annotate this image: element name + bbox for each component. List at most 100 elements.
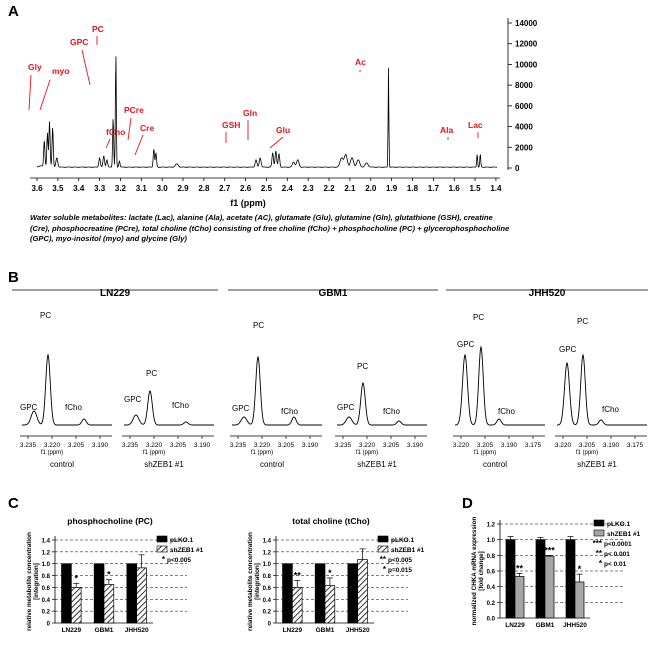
y-tick-label: 0	[47, 622, 51, 628]
spectrum-peak-label: fCho	[602, 405, 619, 414]
y-axis-label: normalized CHKA mRNA expression	[471, 516, 478, 625]
x-tick-label: 1.5	[469, 184, 481, 193]
spectrum-peak-label: fCho	[65, 403, 82, 412]
spectrum-peak-label: GPC	[559, 345, 577, 354]
spectrum-tick-label: 3.220	[146, 442, 163, 449]
spectrum-tick-label: 3.205	[579, 442, 596, 449]
spectrum-tick-label: 3.235	[230, 442, 247, 449]
spectrum-tick-label: 3.205	[278, 442, 295, 449]
peak-label: Lac	[468, 120, 483, 130]
spectrum-x-axis-label: f1 (ppm)	[230, 198, 266, 208]
y-tick-label: 1.4	[263, 539, 272, 545]
spectrum-axis-unit: f1 (ppm)	[356, 450, 378, 456]
y-tick-label: 0.2	[263, 610, 272, 616]
choline-spectrum-trace	[232, 355, 322, 426]
y-tick-label: 1.2	[42, 550, 51, 556]
spectrum-peak-label: GPC	[457, 340, 475, 349]
panel-letter-a: A	[8, 3, 19, 20]
legend-note-star: ***	[593, 539, 603, 548]
x-tick-label: 2.6	[240, 184, 252, 193]
nmr-spectrum-panel: 3.6 3.5 3.4 3.3 3.2 3.1 3.0 2.9 2.8 2.7 2.6 2.5 2.4 2…	[28, 18, 538, 208]
spectrum-tick-label: 3.190	[302, 442, 319, 449]
spectrum-tick-label: 3.190	[194, 442, 211, 449]
x-tick-label: 2.8	[198, 184, 210, 193]
x-tick-label: 2.7	[219, 184, 231, 193]
y-axis-label: relative metabolite concentration	[247, 532, 254, 631]
peak-label: myo	[52, 66, 69, 76]
spectrum-tick-label: 3.220	[555, 442, 572, 449]
significance-marker: ***	[544, 545, 555, 555]
x-tick-label: 1.6	[449, 184, 461, 193]
spectrum-peak-label: PC	[253, 321, 264, 330]
cell-line-title: LN229	[100, 288, 130, 299]
peak-label: GSH	[222, 120, 240, 130]
legend-swatch	[593, 519, 605, 527]
x-tick-label: 3.0	[157, 184, 169, 193]
x-tick-label: 1.7	[428, 184, 440, 193]
y-tick-label: 0.2	[487, 601, 496, 607]
spectrum-tick-label: 3.235	[122, 442, 139, 449]
spectrum-tick-label: 3.220	[44, 442, 61, 449]
y-axis-label: relative metabolite concentration	[26, 532, 33, 631]
bar-knockdown	[103, 584, 115, 624]
y-tick-label: 0.8	[42, 574, 51, 580]
spectrum-peak-label: fCho	[281, 407, 298, 416]
y-tick-label: 0	[268, 622, 272, 628]
bar-chart-tcho: total choline (tCho) 0 0.2 0.4 0.6 0.8 1.0 1.2 1…	[247, 516, 425, 634]
peak-label: PCre	[124, 105, 144, 115]
y-tick-label: 2000	[515, 143, 533, 152]
x-tick-label: 3.6	[31, 184, 43, 193]
x-tick-label: 1.8	[407, 184, 419, 193]
x-tick-label: 2.4	[282, 184, 294, 193]
legend-swatch	[593, 529, 605, 537]
choline-spectrum-trace	[124, 390, 214, 426]
spectrum-tick-label: 3.205	[68, 442, 85, 449]
choline-spectrum-trace	[22, 353, 112, 426]
bar-control	[314, 563, 326, 624]
spectrum-peak-label: PC	[146, 369, 157, 378]
bar-control	[61, 563, 72, 624]
x-tick-label: 2.1	[344, 184, 356, 193]
bar-knockdown	[514, 576, 525, 619]
spectrum-axis-unit: f1 (ppm)	[474, 450, 496, 456]
legend-label: pLKO.1	[607, 521, 630, 528]
spectrum-tick-label: 3.175	[627, 442, 644, 449]
category-label: JHH520	[563, 622, 587, 629]
y-axis-label-unit: [integration]	[254, 563, 261, 600]
legend-note-star: **	[380, 555, 387, 564]
legend-note-text: p< 0.001	[604, 551, 630, 558]
bar-knockdown	[136, 567, 147, 624]
bar-control	[93, 563, 105, 624]
category-label: LN229	[62, 627, 82, 634]
x-tick-label: 3.1	[136, 184, 148, 193]
category-label: LN229	[283, 627, 303, 634]
cell-line-title: JHH520	[529, 288, 566, 299]
significance-marker: *	[74, 573, 78, 583]
spectrum-tick-label: 3.220	[453, 442, 470, 449]
x-tick-label: 1.9	[386, 184, 398, 193]
peak-pointer	[105, 138, 111, 149]
category-label: GBM1	[316, 627, 335, 634]
significance-marker: *	[328, 568, 332, 578]
peak-pointer	[134, 134, 144, 156]
bar-control	[347, 563, 359, 624]
legend-swatch	[156, 545, 168, 553]
significance-marker: **	[516, 563, 524, 573]
legend-swatch	[156, 535, 168, 543]
condition-label: control	[50, 460, 74, 469]
bar-knockdown	[574, 581, 585, 619]
legend-note-text: p=0.015	[388, 567, 412, 574]
significance-marker: *	[107, 570, 111, 580]
spectrum-axis-unit: f1 (ppm)	[143, 450, 165, 456]
x-tick-label: 2.0	[365, 184, 377, 193]
spectrum-peak-label: fCho	[498, 407, 515, 416]
spectrum-tick-label: 3.235	[335, 442, 352, 449]
spectrum-axis-unit: f1 (ppm)	[576, 450, 598, 456]
legend-note-star: *	[383, 565, 387, 574]
y-tick-label: 0.4	[263, 598, 272, 604]
spectrum-peak-label: GPC	[337, 403, 355, 412]
legend-swatch	[377, 535, 389, 543]
choline-spectrum-trace	[557, 353, 647, 426]
condition-label: shZEB1 #1	[357, 460, 397, 469]
